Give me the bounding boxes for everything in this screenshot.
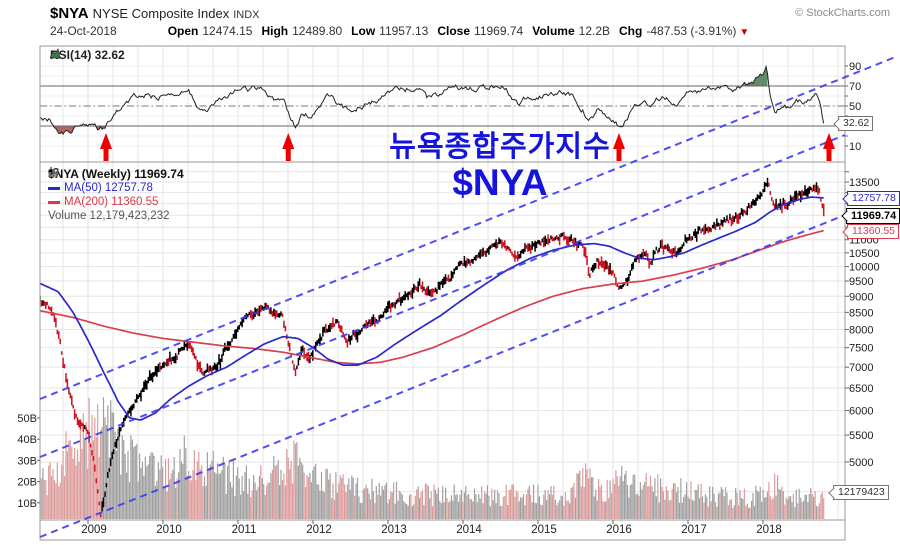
quote-date: 24-Oct-2018 — [50, 24, 117, 38]
low-value: 11957.13 — [379, 24, 429, 38]
axis-label: 8000 — [849, 324, 873, 336]
volume-value: 12.2B — [578, 24, 611, 38]
up-arrow-icon — [823, 133, 835, 161]
ma50-swatch — [48, 186, 60, 190]
axis-label: 2015 — [531, 524, 557, 536]
axis-label: 50 — [849, 101, 861, 113]
low-label: Low — [351, 24, 376, 38]
open-label: Open — [167, 24, 199, 38]
ma50-legend-row: MA(50) 12757.78 — [48, 181, 184, 195]
axis-label: 9500 — [849, 276, 873, 288]
ma50-legend-label: MA(50) 12757.78 — [64, 182, 153, 194]
axis-label: 2016 — [606, 524, 632, 536]
chg-value: -487.53 (-3.91%) — [646, 24, 737, 38]
main-legend: $NYA (Weekly) 11969.74 MA(50) 12757.78 M… — [48, 167, 184, 223]
ma50-line — [40, 196, 824, 421]
change-down-icon: ▼ — [739, 27, 750, 38]
volume-legend-row: Volume 12,179,423,232 — [48, 169, 184, 223]
volume-bars — [40, 397, 825, 519]
close-value: 11969.74 — [474, 24, 524, 38]
quote-row: 24-Oct-2018 Open 12474.15 High 12489.80 Low 11… — [50, 24, 749, 38]
axis-label: 10000 — [849, 262, 880, 274]
high-value: 12489.80 — [292, 24, 343, 38]
axis-label: 13500 — [849, 177, 880, 189]
exchange-code: INDX — [233, 9, 260, 21]
close-label: Close — [437, 24, 471, 38]
candles-up — [40, 177, 818, 512]
axis-label: 20B — [17, 477, 37, 489]
axis-label: 2017 — [681, 524, 707, 536]
axis-label: 10500 — [849, 248, 880, 260]
axis-label: 70 — [849, 81, 861, 93]
axis-label: 10B — [17, 498, 37, 510]
volume-bars-icon — [49, 169, 58, 177]
axis-label: 10 — [849, 141, 861, 153]
rsi-plot — [40, 64, 845, 136]
axis-label: 2014 — [456, 524, 482, 536]
axis-label: 50B — [17, 413, 37, 425]
high-label: High — [261, 24, 289, 38]
axis-label: 2009 — [81, 524, 107, 536]
axis-label: 2012 — [306, 524, 332, 536]
up-arrow-icon — [100, 133, 112, 161]
axis-label: 2013 — [381, 524, 407, 536]
ma200-line — [40, 229, 824, 365]
up-arrow-icon — [282, 133, 295, 161]
axis-label: 5000 — [849, 457, 873, 469]
axis-label: 9000 — [849, 291, 873, 303]
ma200-swatch — [48, 200, 60, 204]
axis-label: 6000 — [849, 406, 873, 418]
axis-label: 7500 — [849, 343, 873, 355]
stockcharts-credit: © StockCharts.com — [795, 7, 890, 19]
rsi-indicator-icon — [50, 48, 61, 59]
axis-label: 6500 — [849, 383, 873, 395]
ma200-value-tag: 11360.55 — [847, 224, 900, 239]
ma50-value-tag: 12757.78 — [847, 191, 900, 206]
symbol: $NYA — [50, 5, 89, 22]
up-arrow-icon — [613, 133, 625, 161]
volume-legend-label: Volume 12,179,423,232 — [48, 210, 170, 222]
trend-channel-lines — [39, 55, 899, 538]
rsi-legend: RSI(14) 32.62 — [50, 48, 125, 62]
symbol-legend-label: $NYA (Weekly) 11969.74 — [48, 167, 184, 181]
close-value-tag: 11969.74 — [846, 208, 900, 224]
open-value: 12474.15 — [202, 24, 253, 38]
axis-label: 5500 — [849, 430, 873, 442]
axis-label: 30B — [17, 455, 37, 467]
axis-labels: 1350011000105001000095009000850080007500… — [17, 61, 879, 536]
panel-borders — [39, 45, 846, 541]
rsi-signal-arrows — [100, 133, 835, 161]
rsi-value-tag: 32.62 — [838, 116, 874, 131]
axis-label: 40B — [17, 434, 37, 446]
rsi-legend-label: RSI(14) 32.62 — [50, 48, 125, 62]
ma200-legend-row: MA(200) 11360.55 — [48, 195, 184, 209]
ma200-legend-label: MA(200) 11360.55 — [64, 196, 159, 208]
axis-label: 90 — [849, 61, 861, 73]
chg-label: Chg — [619, 24, 643, 38]
axis-label: 2010 — [156, 524, 182, 536]
chart-header: $NYA NYSE Composite Index INDX — [50, 5, 892, 23]
volume-label: Volume — [532, 24, 575, 38]
axis-label: 7000 — [849, 362, 873, 374]
gridlines — [40, 46, 845, 520]
axis-label: 2011 — [232, 524, 257, 536]
axis-label: 2018 — [756, 524, 782, 536]
axis-label: 8500 — [849, 307, 873, 319]
volume-value-tag: 12179423 — [833, 485, 889, 500]
index-name: NYSE Composite Index — [92, 6, 230, 21]
symbol-legend-row: $NYA (Weekly) 11969.74 — [48, 167, 184, 181]
